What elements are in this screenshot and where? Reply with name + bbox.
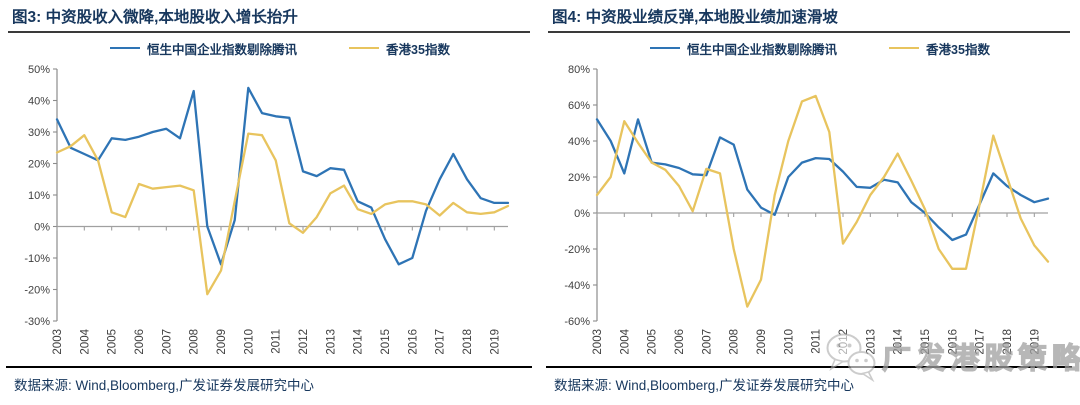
y-tick-label: -20% [564,244,590,256]
chart-title: 图3: 中资股收入微降,本地股收入增长抬升 [12,9,298,26]
x-tick-label: 2008 [189,329,201,355]
x-tick-label: 2015 [920,329,932,355]
y-tick-label: 40% [568,136,590,148]
y-tick-label: -10% [24,253,50,265]
x-tick-label: 2006 [134,329,146,355]
x-tick-label: 2004 [79,328,91,354]
series-line-0 [595,118,1050,242]
legend-label: 香港35指数 [926,42,990,57]
chart-plot: 80% 60% 40% 20% 0% -20% -40% -60%2003 2004 2005 20… [564,64,1050,355]
x-tick-label: 2012 [838,329,850,355]
x-tick-label: 2013 [325,329,337,355]
figure-3-panel: 图3: 中资股收入微降,本地股收入增长抬升 恒生中国企业指数剔除腾讯 香港35指… [6,9,532,393]
series-line-1 [595,94,1050,308]
legend-label: 恒生中国企业指数剔除腾讯 [147,42,298,57]
legend-line-swatch [650,46,681,50]
x-tick-label: 2018 [1002,329,1014,355]
source-text: 数据来源: Wind,Bloomberg,广发证券发展研究中心 [14,378,315,393]
y-tick-label: -60% [564,316,590,328]
legend-label: 恒生中国企业指数剔除腾讯 [687,42,838,57]
legend-item: 恒生中国企业指数剔除腾讯 [110,39,297,58]
x-tick-label: 2009 [216,329,228,355]
x-tick-label: 2007 [701,329,713,355]
x-tick-label: 2019 [489,329,501,355]
y-tick-label: 20% [28,158,50,170]
x-tick-label: 2010 [783,329,795,355]
legend-line-swatch [349,46,380,50]
x-tick-label: 2011 [271,329,283,354]
figure-4-panel: 图4: 中资股业绩反弹,本地股业绩加速滑坡 恒生中国企业指数剔除腾讯 香港35指… [540,0,1080,405]
x-tick-label: 2003 [52,329,64,355]
x-tick-label: 2015 [380,329,392,355]
series-line-1 [55,132,510,296]
x-tick-label: 2016 [947,329,959,355]
y-tick-label: 40% [28,95,50,107]
title-underline [548,31,1070,33]
x-tick-label: 2017 [435,329,447,355]
legend-label: 香港35指数 [386,42,450,57]
y-tick-label: 20% [568,172,590,184]
y-tick-label: 60% [568,100,590,112]
x-tick-label: 2009 [756,329,768,355]
x-tick-label: 2012 [298,329,310,355]
x-tick-label: 2018 [462,329,474,355]
x-tick-label: 2013 [865,329,877,355]
x-tick-label: 2019 [1029,329,1041,355]
title-underline [8,31,530,33]
y-tick-label: 0% [34,221,50,233]
x-tick-label: 2016 [407,329,419,355]
footer-separator [6,366,532,369]
x-tick-label: 2003 [592,329,604,355]
y-tick-label: -40% [564,280,590,292]
x-tick-label: 2010 [243,329,255,355]
legend-item: 香港35指数 [889,39,990,58]
x-tick-label: 2017 [975,329,987,355]
x-tick-label: 2005 [647,329,659,355]
y-tick-label: 30% [28,127,50,139]
x-tick-label: 2004 [619,328,631,354]
series-line-0 [55,86,510,266]
source-text: 数据来源: Wind,Bloomberg,广发证券发展研究中心 [554,378,855,393]
footer-separator [546,366,1072,369]
x-tick-label: 2011 [811,329,823,354]
legend-line-swatch [110,46,141,50]
chart-title: 图4: 中资股业绩反弹,本地股业绩加速滑坡 [552,9,838,26]
y-tick-label: 0% [574,208,590,220]
chart-legend: 恒生中国企业指数剔除腾讯 香港35指数 [30,39,530,57]
x-tick-label: 2014 [353,328,365,354]
y-tick-label: 10% [28,190,50,202]
legend-line-swatch [889,46,920,50]
x-tick-label: 2008 [729,329,741,355]
legend-item: 香港35指数 [349,39,450,58]
y-tick-label: 80% [568,64,590,76]
chart-plot: 50% 40% 30% 20% 10% 0% -10% -20% -30%2003 2004 200… [24,64,510,355]
x-tick-label: 2014 [893,328,905,354]
y-tick-label: -30% [24,316,50,328]
x-tick-label: 2006 [674,329,686,355]
x-tick-label: 2005 [107,329,119,355]
y-tick-label: -20% [24,284,50,296]
x-tick-label: 2007 [161,329,173,355]
y-tick-label: 50% [28,64,50,76]
chart-legend: 恒生中国企业指数剔除腾讯 香港35指数 [570,39,1070,57]
legend-item: 恒生中国企业指数剔除腾讯 [650,39,837,58]
